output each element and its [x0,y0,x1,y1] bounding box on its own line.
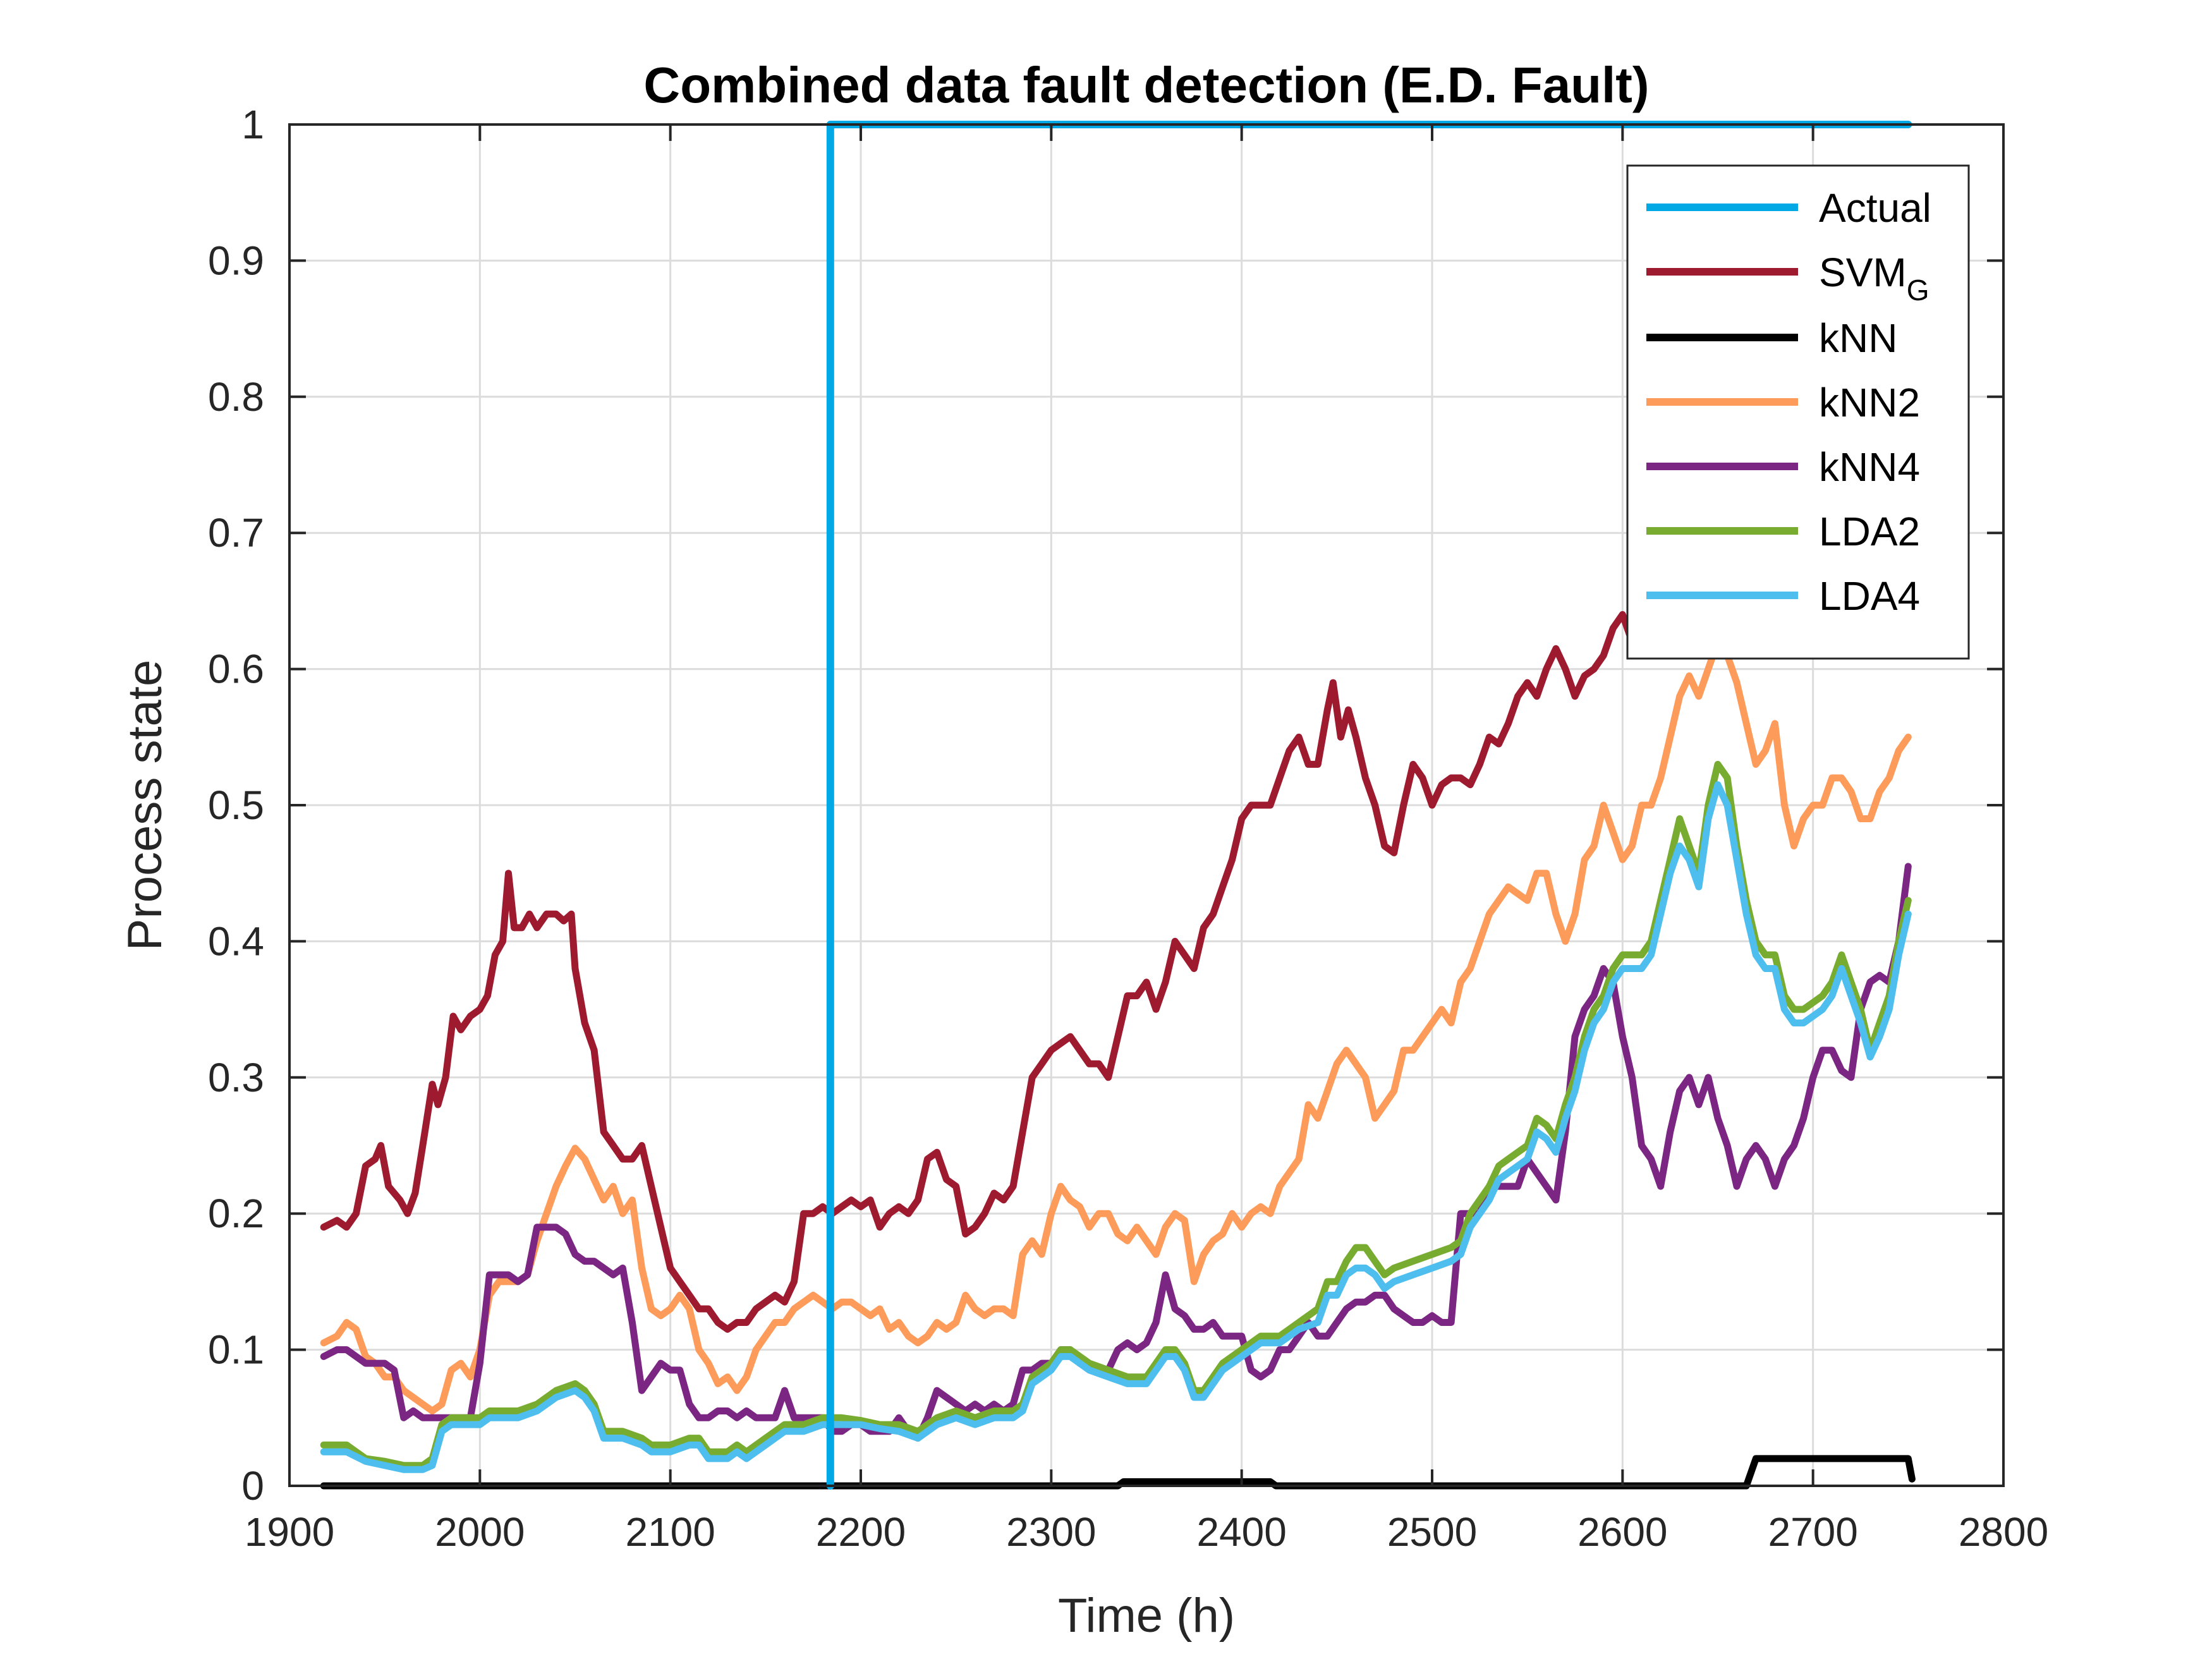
x-tick-label: 2300 [1006,1509,1096,1555]
series-line-lda4 [320,781,1912,1473]
series-line-knn4 [320,863,1912,1442]
legend-label-knn: kNN [1819,315,1897,361]
x-tick-label: 2800 [1959,1509,2048,1555]
x-tick-label: 2400 [1196,1509,1286,1555]
x-tick-label: 2700 [1768,1509,1857,1555]
y-tick-label: 0.2 [208,1191,264,1236]
legend-label-knn4: kNN4 [1819,444,1920,490]
legend-box [1626,164,1970,660]
y-tick-label: 0.9 [208,238,264,283]
legend-label-base: SVM [1819,250,1907,295]
y-tick-label: 0 [241,1463,264,1509]
x-tick-label: 1900 [245,1509,334,1555]
y-tick-label: 0.7 [208,510,264,556]
legend-label-knn2: kNN2 [1819,380,1920,425]
y-tick-label: 1 [241,102,264,147]
y-tick-label: 0.5 [208,782,264,828]
ticks [288,123,2005,1487]
legend-label-svm-g: SVMG [1819,250,1929,307]
legend-label-lda4: LDA4 [1819,573,1920,619]
y-tick-label: 0.6 [208,647,264,692]
y-tick-label: 0.8 [208,374,264,420]
y-tick-label: 0.3 [208,1055,264,1100]
x-axis-label: Time (h) [1058,1589,1235,1643]
y-tick-label: 0.4 [208,918,264,964]
x-tick-label: 2200 [816,1509,906,1555]
x-tick-labels: 1900 2000 2100 2200 2300 2400 2500 2600 2700 2800 [245,1509,2048,1555]
legend-label-subscript: G [1907,274,1929,307]
legend-label-lda2: LDA2 [1819,509,1920,554]
y-axis-label: Process state [118,660,172,951]
series-line-lda2 [320,760,1912,1469]
chart-title: Combined data fault detection (E.D. Faul… [643,57,1649,113]
x-tick-label: 2100 [625,1509,715,1555]
y-tick-labels: 0 0.1 0.2 0.3 0.4 0.5 0.6 0.7 0.8 0.9 1 [208,102,264,1509]
x-tick-label: 2000 [435,1509,525,1555]
series-line-svm-g [320,611,1665,1333]
series-line-knn2 [320,638,1912,1414]
y-tick-label: 0.1 [208,1327,264,1373]
legend-label-actual: Actual [1819,185,1931,231]
x-tick-label: 2600 [1577,1509,1667,1555]
x-tick-label: 2500 [1387,1509,1477,1555]
